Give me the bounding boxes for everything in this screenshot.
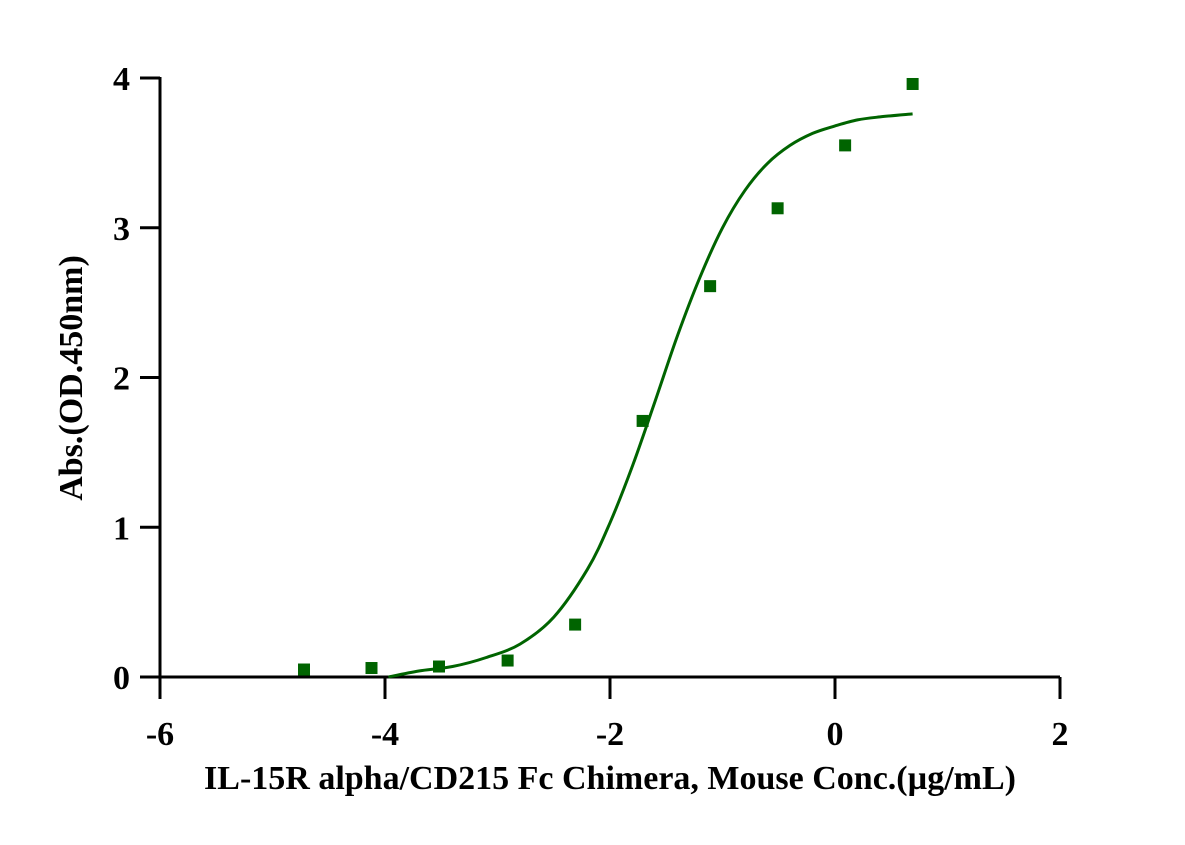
x-tick-label: -6 <box>146 716 174 753</box>
x-tick-label: -2 <box>596 716 624 753</box>
data-points-layer <box>298 77 919 676</box>
data-point <box>501 654 514 667</box>
fit-curve <box>388 112 913 679</box>
fit-curve-layer <box>388 112 913 679</box>
y-tick-label: 1 <box>113 510 130 547</box>
data-point <box>298 663 310 676</box>
data-point <box>636 414 649 427</box>
y-tick-label: 0 <box>113 660 130 697</box>
x-tick-label: 2 <box>1052 716 1069 753</box>
data-point <box>365 662 378 675</box>
data-point <box>704 280 717 293</box>
x-tick-label: -4 <box>371 716 399 753</box>
data-point <box>771 202 784 215</box>
y-tick-label: 4 <box>113 61 130 98</box>
data-point <box>906 77 919 90</box>
x-tick-label: 0 <box>827 716 844 753</box>
x-axis-label: IL-15R alpha/CD215 Fc Chimera, Mouse Con… <box>204 760 1016 797</box>
data-point <box>569 618 582 631</box>
data-point <box>839 139 852 152</box>
data-point <box>433 660 445 673</box>
axes: 0 1 2 3 4 -6 -4 -2 0 2 <box>113 61 1069 753</box>
y-tick-label: 3 <box>113 211 130 248</box>
y-axis-label: Abs.(OD.450nm) <box>53 255 90 501</box>
y-tick-label: 2 <box>113 361 130 398</box>
